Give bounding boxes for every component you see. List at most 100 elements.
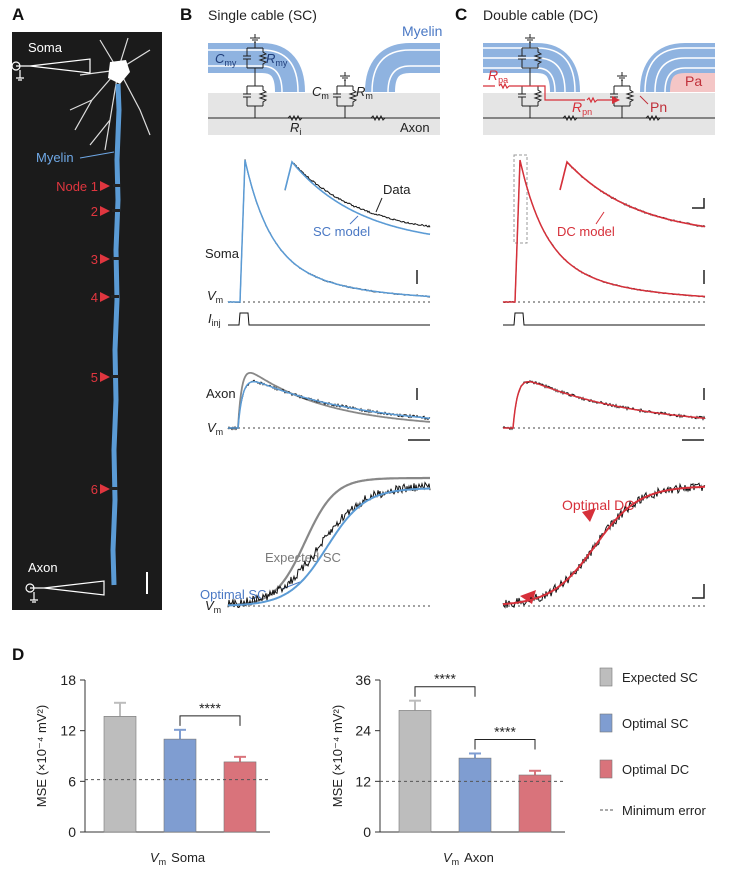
panel-d: D: [12, 645, 24, 664]
axon-myelin: [110, 83, 122, 586]
trace: [284, 160, 431, 228]
y-tick-label: 6: [68, 773, 76, 789]
leader: [281, 581, 301, 590]
leader: [349, 215, 359, 225]
label: SC model: [313, 224, 370, 239]
trace: [228, 476, 430, 607]
nodes-of-ranvier: [110, 184, 121, 490]
panel-c: C Double cable (DC) Rpa Rpn Pa Pn DC mod…: [455, 5, 715, 604]
panel-letter: C: [455, 5, 467, 24]
periaxonal-path: [483, 82, 612, 104]
leader: [595, 211, 605, 225]
significance-bracket: [474, 738, 536, 750]
arrowhead: [612, 96, 620, 104]
y-axis-label: MSE (×10⁻⁴ mV²): [34, 705, 49, 807]
bar: [163, 738, 197, 833]
x-axis-label: Vm Soma: [150, 850, 206, 867]
myelin: [208, 43, 305, 93]
panel-letter: A: [12, 5, 24, 24]
y-tick-label: 18: [60, 672, 76, 688]
trace: [559, 160, 706, 228]
y-tick-label: 36: [355, 672, 371, 688]
label: Pn: [650, 99, 667, 115]
traces: [227, 159, 706, 609]
label: Vm: [207, 288, 223, 305]
x-label-symbol: V: [150, 850, 160, 865]
bar: [103, 716, 137, 833]
ground: [249, 33, 261, 43]
trace: [503, 312, 705, 326]
label: Soma: [28, 40, 63, 55]
label: Vm: [207, 420, 223, 437]
panel-letter: B: [180, 5, 192, 24]
myelin: [365, 43, 440, 93]
node-label: 3: [91, 252, 98, 267]
node-label: 4: [91, 290, 98, 305]
panel-letter: D: [12, 645, 24, 664]
label: Myelin: [36, 150, 74, 165]
x-axis-label: Vm Axon: [443, 850, 494, 867]
leader: [375, 197, 383, 213]
label: Myelin: [402, 23, 442, 39]
bar: [398, 710, 432, 833]
y-tick-label: 12: [355, 773, 371, 789]
label: Axon: [400, 120, 430, 135]
significance-bracket: [414, 686, 476, 697]
trace: [502, 485, 705, 606]
axon-band: [483, 93, 715, 135]
trace: [502, 379, 706, 431]
node-arrow: [100, 372, 110, 382]
ground: [339, 71, 351, 81]
y-tick-label: 0: [363, 824, 371, 840]
trace: [503, 159, 706, 303]
panel-title: Double cable (DC): [483, 7, 598, 23]
label: Rmy: [266, 51, 288, 68]
trace: [228, 381, 431, 429]
label: Optimal SC: [200, 587, 266, 602]
node-arrow: [100, 292, 110, 302]
x-label-sub: m: [452, 857, 460, 867]
legend-swatch: [599, 713, 613, 733]
leader: [79, 151, 115, 159]
panel-b: B Single cable (SC) Myelin Cmy Rmy Cm Rm…: [180, 5, 442, 615]
label: DC model: [557, 224, 615, 239]
myelin-lamellae: [644, 47, 715, 93]
trace: [284, 160, 431, 236]
leader: [639, 95, 649, 105]
trace: [227, 379, 431, 431]
myelin-lamellae: [208, 49, 299, 93]
panel-title: Single cable (SC): [208, 7, 317, 23]
y-tick-label: 12: [60, 723, 76, 739]
trace: [503, 381, 706, 429]
node-arrow: [100, 181, 110, 191]
zoom-box: [513, 154, 528, 244]
label: Rpn: [572, 99, 592, 117]
label: Data: [383, 182, 411, 197]
significance-label: ****: [494, 723, 516, 739]
significance-label: ****: [434, 671, 456, 687]
bar: [458, 757, 492, 833]
ground: [616, 71, 628, 81]
label: Pa: [685, 73, 702, 89]
scale-bar: [146, 572, 148, 594]
micrograph: [12, 32, 162, 610]
node-label: 2: [91, 204, 98, 219]
trace: [228, 372, 431, 429]
node-arrow: [100, 254, 110, 264]
y-tick-label: 24: [355, 723, 371, 739]
panel-a: A Soma Myelin Axon Node 1 2 3 4 5 6: [11, 5, 162, 610]
x-label-text: Axon: [464, 850, 494, 865]
node-arrow: [100, 484, 110, 494]
arrowhead: [520, 508, 596, 604]
x-label-sub: m: [159, 857, 167, 867]
x-label-symbol: V: [443, 850, 453, 865]
significance-label: ****: [199, 700, 221, 716]
trace: [559, 160, 706, 228]
label: Axon: [206, 386, 236, 401]
y-axis-label: MSE (×10⁻⁴ mV²): [330, 705, 345, 807]
node-label: 6: [91, 482, 98, 497]
legend-swatch: [599, 759, 613, 779]
bar: [223, 761, 257, 833]
node-label: Node 1: [56, 179, 98, 194]
